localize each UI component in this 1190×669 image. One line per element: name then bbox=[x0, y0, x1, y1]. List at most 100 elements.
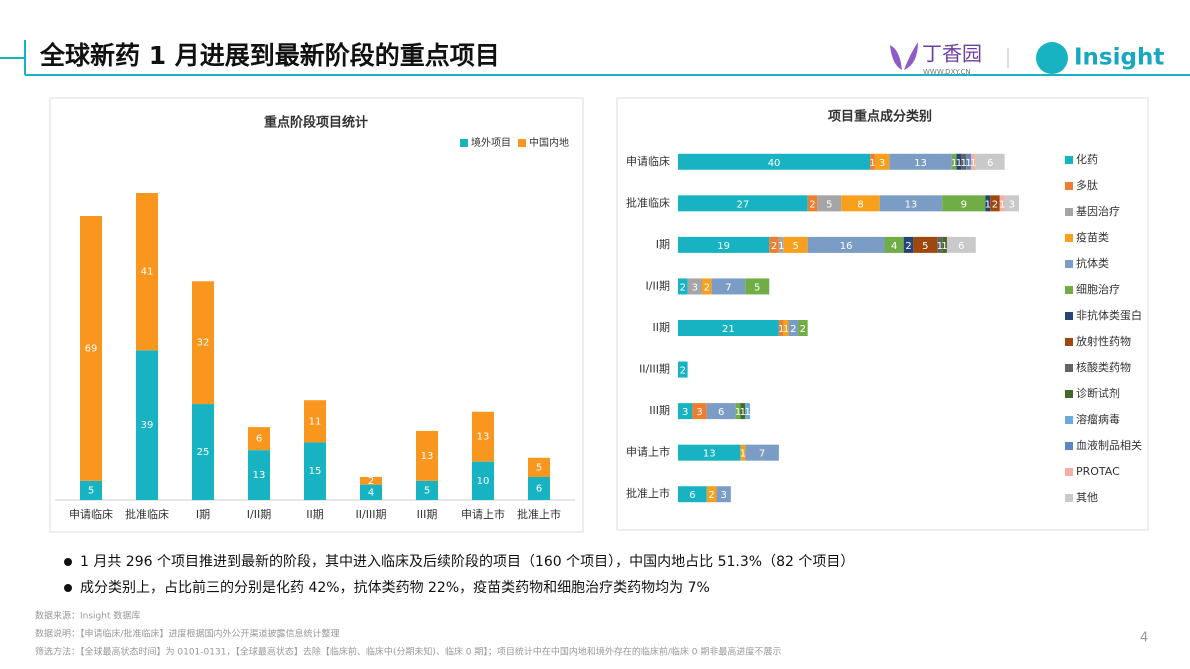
legend-label: 放射性药物 bbox=[1076, 334, 1131, 348]
bar-segment bbox=[937, 236, 943, 253]
data-label: 2 bbox=[905, 241, 911, 252]
bar-segment bbox=[889, 153, 952, 170]
legend-label: PROTAC bbox=[1076, 465, 1120, 478]
bar-segment bbox=[678, 361, 688, 378]
data-label: 13 bbox=[703, 449, 716, 460]
data-label: 3 bbox=[682, 407, 688, 418]
bar-segment bbox=[956, 153, 962, 170]
legend-swatch bbox=[1065, 208, 1073, 216]
bar-segment bbox=[192, 281, 214, 405]
bar-segment bbox=[745, 444, 779, 461]
bar-segment bbox=[817, 195, 842, 212]
data-label: 2 bbox=[790, 324, 796, 335]
bar-segment bbox=[870, 153, 875, 170]
data-label: 10 bbox=[477, 476, 490, 487]
bar-segment bbox=[778, 236, 784, 253]
bar-segment bbox=[975, 153, 1005, 170]
data-label: 1 bbox=[783, 324, 789, 335]
y-tick-label: II/III期 bbox=[639, 363, 670, 376]
bar-segment bbox=[136, 350, 158, 500]
chart-title: 项目重点成分类别 bbox=[828, 109, 932, 125]
bar-segment bbox=[304, 400, 326, 443]
bar-segment bbox=[678, 278, 688, 295]
bar-segment bbox=[80, 480, 102, 500]
bar-segment bbox=[740, 403, 746, 420]
bar-segment bbox=[136, 193, 158, 351]
bar-segment bbox=[678, 320, 779, 336]
x-tick-label: 申请上市 bbox=[461, 507, 505, 521]
logo-icon bbox=[890, 42, 918, 70]
data-label: 6 bbox=[689, 490, 695, 501]
y-tick-label: 申请临床 bbox=[626, 154, 670, 168]
data-label: 2 bbox=[368, 476, 374, 487]
bar-segment bbox=[740, 444, 746, 461]
data-label: 2 bbox=[680, 282, 686, 293]
legend-label: 中国内地 bbox=[529, 136, 569, 149]
y-tick-label: 批准临床 bbox=[626, 195, 670, 209]
data-label: 40 bbox=[768, 158, 781, 169]
x-tick-label: 批准上市 bbox=[517, 507, 561, 521]
bar-segment bbox=[528, 457, 550, 477]
legend-swatch bbox=[460, 139, 468, 147]
bar-segment bbox=[192, 404, 214, 500]
legend-swatch bbox=[1065, 156, 1073, 164]
bar-segment bbox=[360, 476, 382, 485]
data-label: 3 bbox=[1009, 199, 1015, 210]
chart-title: 重点阶段项目统计 bbox=[264, 115, 368, 131]
data-label: 21 bbox=[722, 324, 735, 335]
legend-label: 细胞治疗 bbox=[1076, 282, 1120, 296]
bar-segment bbox=[528, 476, 550, 500]
legend-swatch bbox=[1065, 182, 1073, 190]
bar-segment bbox=[884, 236, 904, 253]
data-label: 5 bbox=[922, 241, 928, 252]
bar-segment bbox=[879, 195, 943, 212]
bar-segment bbox=[678, 195, 808, 212]
bar-segment bbox=[788, 320, 799, 336]
bar-segment bbox=[360, 484, 382, 500]
note: 1 月共 296 个项目推进到最新的阶段，其中进入临床及后续阶段的项目（160 … bbox=[80, 553, 854, 570]
y-tick-label: I/II期 bbox=[646, 279, 670, 292]
data-label: 25 bbox=[197, 447, 210, 458]
bar-segment bbox=[999, 195, 1005, 212]
data-label: 1 bbox=[961, 158, 967, 169]
data-label: 2 bbox=[809, 199, 815, 210]
legend-label: 境外项目 bbox=[471, 136, 511, 149]
bar-segment bbox=[1004, 195, 1019, 212]
data-label: 1 bbox=[999, 199, 1005, 210]
bar-segment bbox=[692, 403, 707, 420]
data-label: 13 bbox=[477, 432, 490, 443]
bar-segment bbox=[966, 153, 971, 170]
bar-segment bbox=[778, 320, 784, 336]
bar-segment bbox=[678, 403, 693, 420]
y-tick-label: III期 bbox=[649, 404, 670, 417]
data-label: 1 bbox=[740, 449, 746, 460]
bar-segment bbox=[678, 486, 707, 503]
bar-segment bbox=[678, 236, 770, 253]
data-label: 3 bbox=[692, 282, 698, 293]
page-number: 4 bbox=[1140, 631, 1148, 646]
data-label: 2 bbox=[704, 282, 710, 293]
brand-icon bbox=[1036, 42, 1068, 74]
page-title: 全球新药 1 月进展到最新阶段的重点项目 bbox=[39, 41, 500, 70]
legend-swatch bbox=[1065, 416, 1073, 424]
data-label: 6 bbox=[958, 241, 964, 252]
data-label: 16 bbox=[840, 241, 853, 252]
bar-segment bbox=[913, 236, 938, 253]
data-label: 39 bbox=[141, 420, 154, 431]
bar-segment bbox=[80, 216, 102, 481]
bar-segment bbox=[951, 153, 957, 170]
data-label: 2 bbox=[771, 241, 777, 252]
footnote: 数据来源：Insight 数据库 bbox=[35, 610, 140, 622]
x-tick-label: 批准临床 bbox=[125, 507, 169, 521]
data-label: 6 bbox=[718, 407, 724, 418]
legend-label: 疫苗类 bbox=[1076, 230, 1109, 244]
legend-label: 核酸类药物 bbox=[1076, 360, 1131, 374]
data-label: 13 bbox=[421, 451, 434, 462]
note: 成分类别上，占比前三的分别是化药 42%，抗体类药物 22%，疫苗类药物和细胞治… bbox=[80, 579, 710, 596]
data-label: 7 bbox=[759, 449, 765, 460]
bar-segment bbox=[985, 195, 991, 212]
bullet bbox=[64, 584, 72, 592]
bar-segment bbox=[745, 403, 751, 420]
bar-segment bbox=[942, 195, 986, 212]
